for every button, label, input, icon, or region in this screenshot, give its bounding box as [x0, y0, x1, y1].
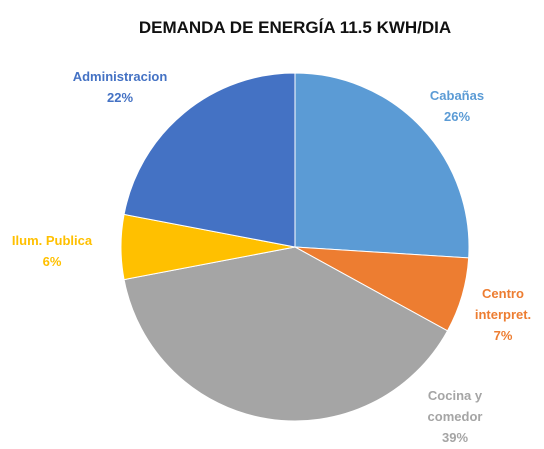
value-label: 6%: [42, 254, 62, 269]
category-label: Cocina y comedor: [427, 388, 483, 424]
category-label: Centro interpret.: [474, 286, 532, 322]
data-label: Cocina y comedor 39%: [420, 385, 490, 448]
value-label: 26%: [443, 109, 471, 124]
category-label: Administracion: [72, 69, 168, 84]
value-label: 7%: [493, 328, 513, 343]
data-label: Ilum. Publica 6%: [0, 230, 112, 272]
value-label: 39%: [441, 430, 469, 445]
pie-slice: [123, 72, 296, 248]
pie-slice: [294, 72, 470, 259]
data-label: Centro interpret. 7%: [463, 283, 543, 346]
data-label: Administracion 22%: [50, 66, 190, 108]
data-label: Cabañas 26%: [412, 85, 502, 127]
pie-slice: [123, 246, 449, 422]
category-label: Ilum. Publica: [11, 233, 93, 248]
category-label: Cabañas: [429, 88, 485, 103]
value-label: 22%: [106, 90, 134, 105]
chart-title: DEMANDA DE ENERGÍA 11.5 KWH/DIA: [138, 18, 452, 37]
